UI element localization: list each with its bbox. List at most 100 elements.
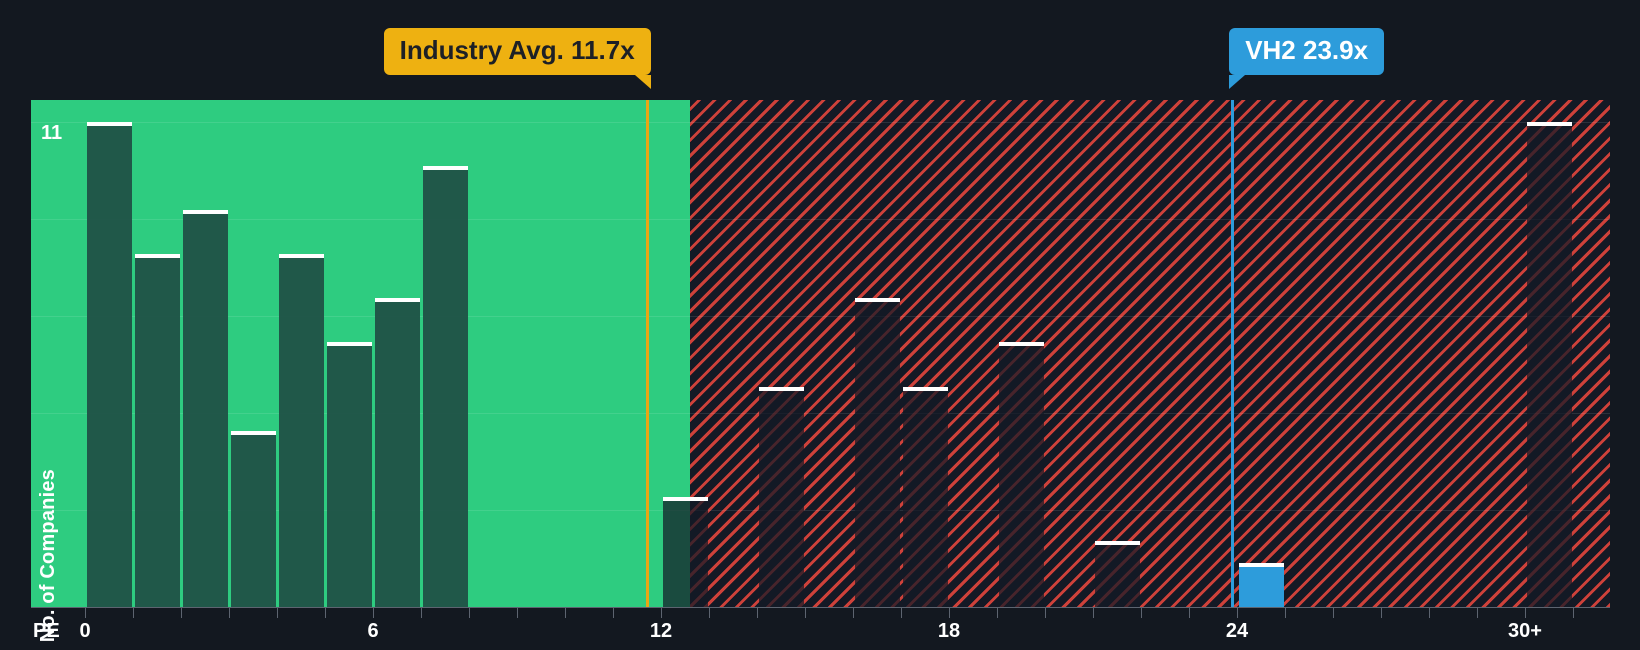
industry-average-callout[interactable]: Industry Avg. 11.7x bbox=[383, 28, 651, 90]
x-axis-tick bbox=[1189, 607, 1190, 618]
callout-tail bbox=[1229, 75, 1246, 90]
x-axis-tick bbox=[1141, 607, 1142, 618]
x-axis-tick-label: 0 bbox=[79, 620, 91, 642]
bar-body bbox=[278, 258, 324, 607]
x-axis-tick bbox=[181, 607, 182, 618]
x-axis-tick bbox=[901, 607, 902, 618]
x-axis-tick bbox=[1573, 607, 1574, 618]
gridline bbox=[31, 122, 1610, 124]
x-axis-tick bbox=[1285, 607, 1286, 618]
gridline bbox=[31, 510, 1610, 511]
gridline bbox=[31, 316, 1610, 318]
histogram-bar bbox=[374, 298, 420, 607]
bar-body bbox=[86, 126, 132, 607]
histogram-bar bbox=[182, 210, 228, 607]
x-axis-tick bbox=[1045, 607, 1046, 618]
histogram-bar-company bbox=[1238, 562, 1284, 607]
industry-average-line bbox=[645, 100, 649, 607]
bar-cap bbox=[230, 430, 276, 435]
bar-body bbox=[422, 170, 468, 607]
x-axis-tick bbox=[949, 607, 950, 618]
histogram-bar bbox=[422, 166, 468, 607]
histogram-bar bbox=[902, 386, 948, 607]
gridline bbox=[31, 413, 1610, 415]
x-axis-tick bbox=[997, 607, 998, 618]
x-axis-tick bbox=[1333, 607, 1334, 618]
gridline bbox=[31, 219, 1610, 221]
company-pe-line bbox=[1231, 100, 1235, 607]
histogram-bar bbox=[1526, 122, 1572, 607]
x-axis-tick bbox=[373, 607, 374, 618]
bar-cap bbox=[1238, 562, 1284, 567]
bar-cap bbox=[854, 298, 900, 303]
x-axis-tick-label: 24 bbox=[1225, 620, 1249, 642]
histogram-bar bbox=[134, 254, 180, 607]
x-axis-tick bbox=[469, 607, 470, 618]
x-axis-tick-label: 6 bbox=[367, 620, 379, 642]
x-axis-line bbox=[31, 607, 1610, 608]
bar-cap bbox=[278, 254, 324, 259]
x-axis-tick-label: 30+ bbox=[1508, 620, 1542, 642]
x-axis-tick bbox=[1525, 607, 1526, 618]
y-axis-max-label: 11 bbox=[41, 122, 63, 144]
histogram-bar bbox=[998, 342, 1044, 607]
bar-body bbox=[998, 346, 1044, 607]
x-axis-tick bbox=[565, 607, 566, 618]
bar-cap bbox=[998, 342, 1044, 347]
bar-body bbox=[326, 346, 372, 607]
bar-body bbox=[662, 500, 708, 607]
company-pe-callout[interactable]: VH2 23.9x bbox=[1229, 28, 1385, 90]
bar-body bbox=[902, 390, 948, 607]
bar-body bbox=[374, 302, 420, 607]
bar-body bbox=[1094, 544, 1140, 607]
x-axis-tick bbox=[277, 607, 278, 618]
bar-body bbox=[1238, 566, 1284, 607]
histogram-bar bbox=[278, 254, 324, 607]
x-axis-tick bbox=[517, 607, 518, 618]
bar-cap bbox=[374, 298, 420, 303]
bar-body bbox=[134, 258, 180, 607]
x-axis-tick bbox=[133, 607, 134, 618]
bar-cap bbox=[86, 122, 132, 127]
bar-cap bbox=[182, 210, 228, 215]
x-axis-tick bbox=[1237, 607, 1238, 618]
bar-body bbox=[854, 302, 900, 607]
histogram-bar bbox=[230, 430, 276, 607]
y-axis-title: No. of Companies bbox=[37, 468, 59, 642]
x-axis-tick bbox=[853, 607, 854, 618]
bar-cap bbox=[902, 386, 948, 391]
x-axis-tick bbox=[229, 607, 230, 618]
bar-body bbox=[1526, 126, 1572, 607]
x-axis-tick bbox=[805, 607, 806, 618]
bar-cap bbox=[422, 166, 468, 171]
bar-body bbox=[758, 390, 804, 607]
plot-area bbox=[31, 100, 1610, 607]
bar-body bbox=[230, 434, 276, 607]
x-axis-tick bbox=[85, 607, 86, 618]
x-axis-tick bbox=[1477, 607, 1478, 618]
x-axis-tick bbox=[613, 607, 614, 618]
bar-cap bbox=[1526, 122, 1572, 127]
x-axis-tick bbox=[1429, 607, 1430, 618]
x-axis-tick-label: 12 bbox=[649, 620, 673, 642]
x-axis-tick bbox=[421, 607, 422, 618]
histogram-bar bbox=[854, 298, 900, 607]
histogram-bar bbox=[662, 496, 708, 607]
overvalued-zone bbox=[689, 100, 1610, 607]
x-axis-tick bbox=[1093, 607, 1094, 618]
bar-body bbox=[182, 214, 228, 607]
x-axis-tick bbox=[661, 607, 662, 618]
histogram-bar bbox=[86, 122, 132, 607]
x-axis-tick-label: 18 bbox=[937, 620, 961, 642]
x-axis-tick bbox=[1381, 607, 1382, 618]
x-axis-tick bbox=[757, 607, 758, 618]
bar-cap bbox=[662, 496, 708, 501]
bar-cap bbox=[134, 254, 180, 259]
bar-cap bbox=[1094, 540, 1140, 545]
histogram-bar bbox=[1094, 540, 1140, 607]
x-axis-tick bbox=[325, 607, 326, 618]
x-axis-tick bbox=[709, 607, 710, 618]
callout-tail bbox=[634, 75, 651, 90]
histogram-bar bbox=[758, 386, 804, 607]
